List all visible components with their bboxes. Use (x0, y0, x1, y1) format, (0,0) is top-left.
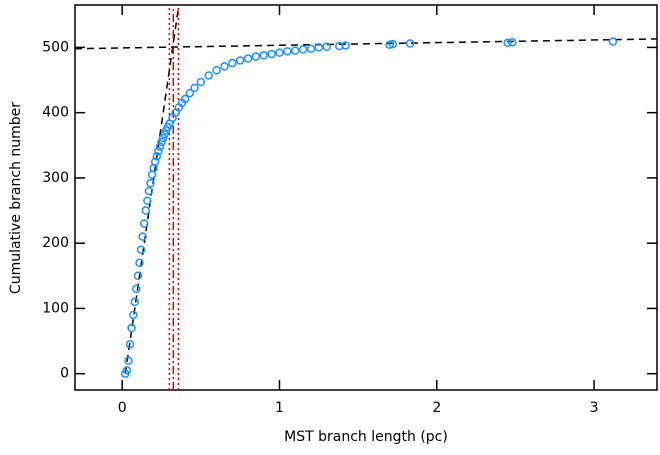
data-point (141, 206, 151, 215)
y-tick-label: 100 (42, 300, 69, 316)
y-tick-label: 400 (42, 105, 69, 121)
data-point (150, 157, 160, 166)
data-point (128, 310, 138, 320)
data-point (144, 186, 154, 196)
y-axis-label: Cumulative branch number (8, 102, 24, 294)
data-point (135, 258, 144, 268)
data-point (154, 146, 163, 156)
plot-frame (74, 4, 658, 391)
data-point (138, 232, 147, 241)
x-tick-label: 1 (275, 400, 284, 416)
data-point (298, 45, 308, 54)
data-point (122, 366, 132, 375)
data-point (212, 66, 221, 75)
reference-line (75, 38, 657, 50)
data-point (139, 219, 149, 228)
data-point (243, 54, 253, 63)
data-point (322, 42, 331, 52)
data-point (251, 52, 261, 61)
data-point (259, 50, 269, 60)
x-axis-label: MST branch length (pc) (284, 429, 448, 445)
data-point (180, 94, 190, 104)
data-point (125, 340, 135, 349)
data-point (157, 137, 166, 147)
data-point (132, 284, 141, 294)
data-point (190, 83, 199, 93)
data-point (152, 152, 162, 161)
x-tick-label: 2 (432, 400, 441, 416)
data-point (608, 37, 618, 46)
data-point (130, 297, 140, 307)
data-point (127, 323, 136, 333)
data-point (143, 196, 152, 206)
data-point (503, 38, 512, 48)
data-point (405, 39, 415, 48)
data-point (341, 41, 350, 50)
y-tick-label: 500 (42, 39, 69, 55)
x-tick-label: 3 (590, 400, 599, 416)
data-point (220, 62, 229, 71)
data-point (204, 71, 213, 80)
data-point (235, 56, 245, 65)
data-point (185, 88, 195, 98)
data-point (160, 129, 169, 139)
data-point (136, 245, 146, 254)
data-point (283, 47, 292, 56)
data-point (508, 37, 517, 47)
data-point (275, 48, 284, 57)
x-tick-label: 0 (118, 400, 127, 416)
data-point (146, 178, 155, 188)
data-point (267, 49, 276, 59)
data-point (306, 44, 316, 53)
y-tick-label: 200 (42, 235, 69, 251)
data-point (314, 43, 324, 52)
data-point (388, 39, 397, 49)
data-point (158, 133, 168, 143)
data-point (290, 46, 300, 55)
data-point (228, 58, 237, 68)
data-point (155, 142, 165, 151)
data-point (124, 356, 133, 365)
data-point (133, 271, 143, 281)
y-tick-label: 300 (42, 170, 69, 186)
y-tick-label: 0 (60, 366, 69, 382)
data-point (196, 77, 206, 87)
